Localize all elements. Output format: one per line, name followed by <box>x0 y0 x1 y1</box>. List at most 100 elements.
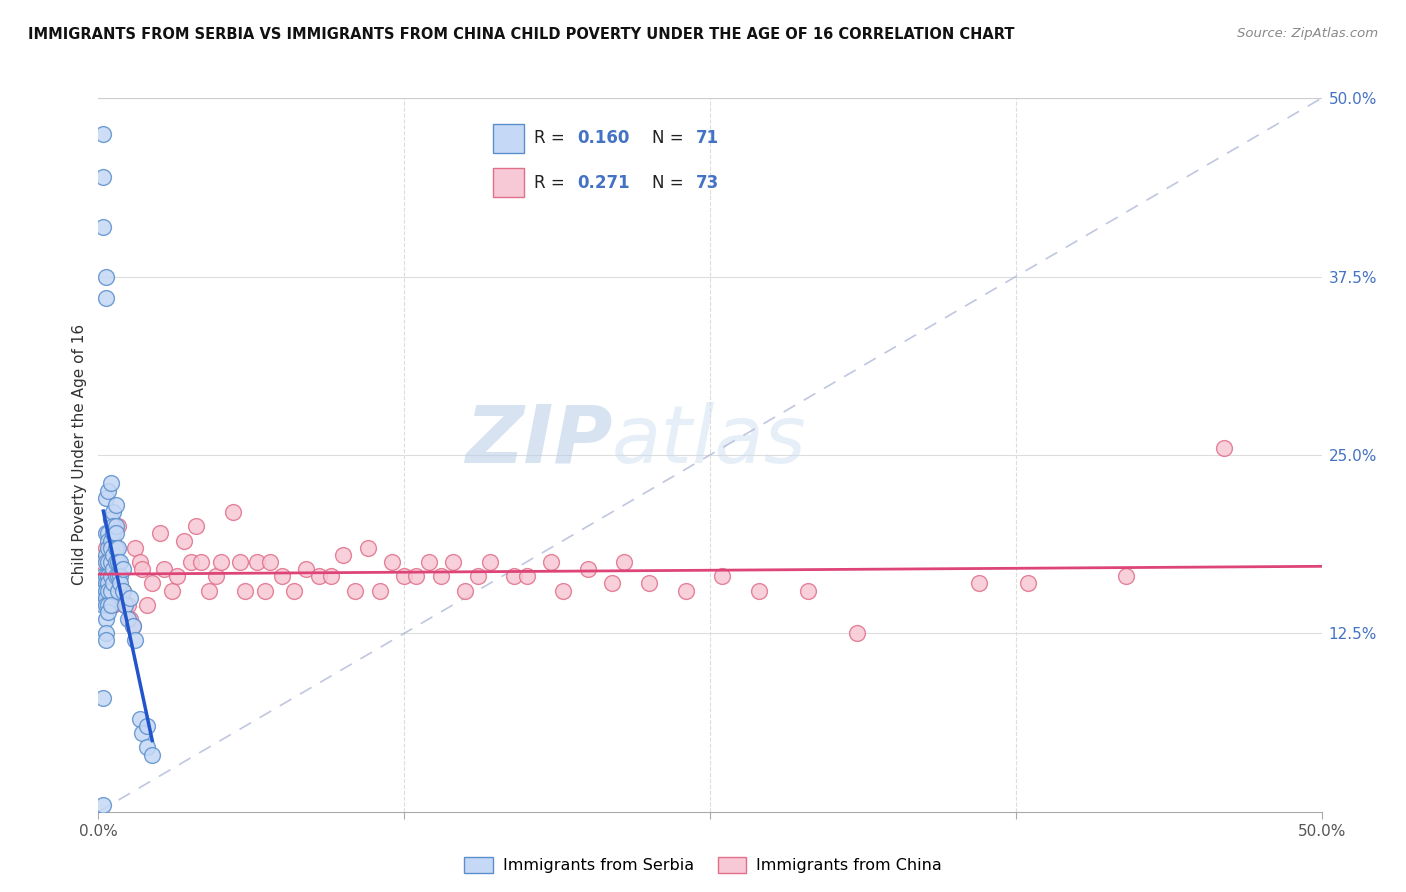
Point <box>91 569 114 583</box>
Point <box>101 519 124 533</box>
Point <box>91 555 114 569</box>
Point <box>797 583 820 598</box>
Point <box>91 219 114 234</box>
Point <box>160 583 183 598</box>
Point <box>104 498 127 512</box>
Point <box>233 583 256 598</box>
Point <box>356 541 378 555</box>
Point <box>117 612 139 626</box>
Point <box>392 569 416 583</box>
Point <box>107 569 129 583</box>
Point <box>97 576 120 591</box>
Point <box>91 583 114 598</box>
Point <box>100 583 122 598</box>
Point <box>110 555 132 569</box>
Point <box>136 740 159 755</box>
Point <box>94 598 117 612</box>
Point <box>190 555 212 569</box>
Point <box>100 476 122 491</box>
Point <box>114 598 136 612</box>
Point <box>141 747 163 762</box>
Point <box>114 598 136 612</box>
Point <box>94 526 117 541</box>
Text: ZIP: ZIP <box>465 401 612 480</box>
Point <box>100 598 122 612</box>
Point <box>319 569 342 583</box>
Point <box>153 562 176 576</box>
Point <box>283 583 305 598</box>
Point <box>205 569 228 583</box>
Point <box>91 598 114 612</box>
Point <box>131 562 153 576</box>
Point <box>129 712 152 726</box>
Point <box>675 583 697 598</box>
Point <box>97 583 120 598</box>
Point <box>111 562 134 576</box>
Point <box>129 555 152 569</box>
Point <box>107 583 129 598</box>
Point <box>131 726 153 740</box>
Point <box>1017 576 1039 591</box>
Point <box>110 576 132 591</box>
Point <box>553 583 575 598</box>
Point <box>368 583 391 598</box>
Point <box>229 555 252 569</box>
Point <box>270 569 294 583</box>
Text: IMMIGRANTS FROM SERBIA VS IMMIGRANTS FROM CHINA CHILD POVERTY UNDER THE AGE OF 1: IMMIGRANTS FROM SERBIA VS IMMIGRANTS FRO… <box>28 27 1015 42</box>
Point <box>467 569 489 583</box>
Point <box>100 555 122 569</box>
Point <box>94 591 117 605</box>
Point <box>253 583 276 598</box>
Point <box>638 576 661 591</box>
Point <box>515 569 537 583</box>
Point <box>503 569 526 583</box>
Point <box>101 505 124 519</box>
Text: atlas: atlas <box>612 401 807 480</box>
Point <box>100 512 122 526</box>
Point <box>967 576 990 591</box>
Point <box>94 576 117 591</box>
Point <box>100 541 122 555</box>
Point <box>107 555 129 569</box>
Point <box>173 533 195 548</box>
Point <box>381 555 404 569</box>
Point <box>117 598 139 612</box>
Point <box>91 690 114 705</box>
Point <box>149 526 172 541</box>
Point <box>94 548 117 562</box>
Point <box>101 533 124 548</box>
Point <box>97 555 120 569</box>
Point <box>100 598 122 612</box>
Point <box>104 519 127 533</box>
Point <box>97 526 120 541</box>
Point <box>136 719 159 733</box>
Point <box>124 633 146 648</box>
Point <box>101 598 124 612</box>
Point <box>97 533 120 548</box>
Point <box>107 541 129 555</box>
Point <box>111 583 134 598</box>
Point <box>104 555 127 569</box>
Point <box>97 598 120 612</box>
Point <box>110 591 132 605</box>
Point <box>110 569 132 583</box>
Point <box>259 555 281 569</box>
Point <box>104 541 127 555</box>
Point <box>246 555 269 569</box>
Point <box>748 583 770 598</box>
Point <box>405 569 427 583</box>
Point <box>97 569 120 583</box>
Point <box>111 583 134 598</box>
Point <box>100 533 122 548</box>
Point <box>94 612 117 626</box>
Point <box>97 541 120 555</box>
Point <box>94 626 117 640</box>
Point <box>101 548 124 562</box>
Point <box>100 512 122 526</box>
Point <box>94 555 117 569</box>
Point <box>94 569 117 583</box>
Point <box>441 555 464 569</box>
Point <box>120 612 142 626</box>
Point <box>308 569 330 583</box>
Point <box>94 633 117 648</box>
